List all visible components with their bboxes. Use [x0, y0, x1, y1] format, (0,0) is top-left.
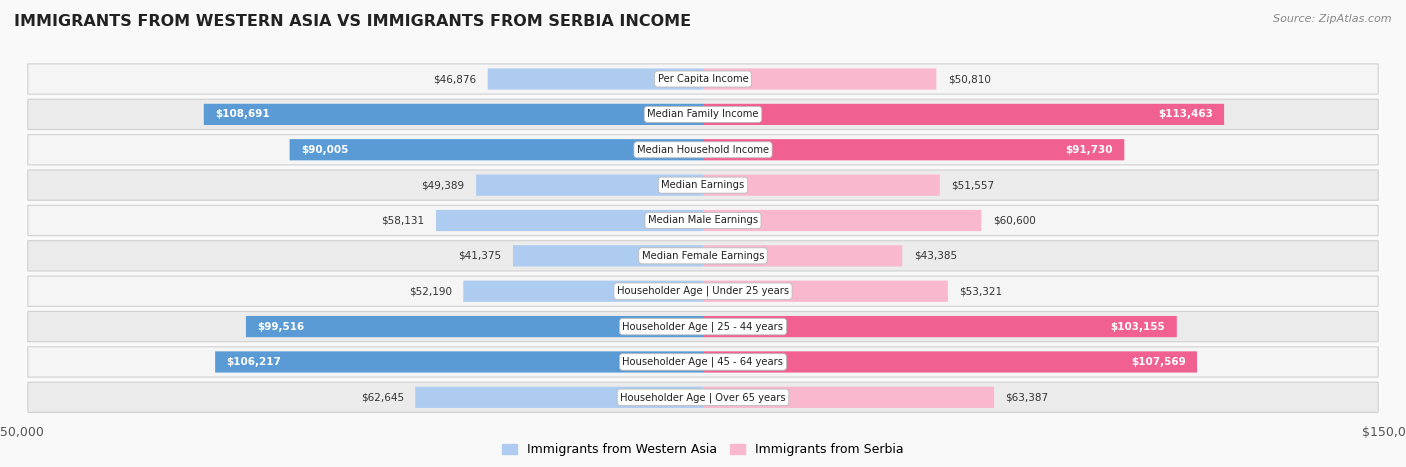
Text: Median Earnings: Median Earnings — [661, 180, 745, 190]
Text: $46,876: $46,876 — [433, 74, 477, 84]
FancyBboxPatch shape — [488, 69, 703, 90]
Text: $99,516: $99,516 — [257, 322, 305, 332]
FancyBboxPatch shape — [513, 245, 703, 267]
FancyBboxPatch shape — [703, 175, 939, 196]
Text: $107,569: $107,569 — [1130, 357, 1185, 367]
Text: $62,645: $62,645 — [361, 392, 404, 402]
Text: $90,005: $90,005 — [301, 145, 349, 155]
Text: $91,730: $91,730 — [1066, 145, 1112, 155]
Text: Householder Age | Over 65 years: Householder Age | Over 65 years — [620, 392, 786, 403]
FancyBboxPatch shape — [28, 311, 1378, 342]
FancyBboxPatch shape — [703, 245, 903, 267]
Text: $51,557: $51,557 — [952, 180, 994, 190]
Text: Householder Age | Under 25 years: Householder Age | Under 25 years — [617, 286, 789, 297]
Text: Median Family Income: Median Family Income — [647, 109, 759, 120]
FancyBboxPatch shape — [703, 69, 936, 90]
Text: $43,385: $43,385 — [914, 251, 957, 261]
Text: Per Capita Income: Per Capita Income — [658, 74, 748, 84]
Text: $113,463: $113,463 — [1157, 109, 1212, 120]
Text: Householder Age | 25 - 44 years: Householder Age | 25 - 44 years — [623, 321, 783, 332]
Text: $108,691: $108,691 — [215, 109, 270, 120]
FancyBboxPatch shape — [28, 170, 1378, 200]
Text: $50,810: $50,810 — [948, 74, 991, 84]
Text: Householder Age | 45 - 64 years: Householder Age | 45 - 64 years — [623, 357, 783, 367]
FancyBboxPatch shape — [464, 281, 703, 302]
FancyBboxPatch shape — [28, 382, 1378, 412]
FancyBboxPatch shape — [28, 347, 1378, 377]
FancyBboxPatch shape — [415, 387, 703, 408]
Text: $53,321: $53,321 — [959, 286, 1002, 296]
Text: $60,600: $60,600 — [993, 215, 1036, 226]
FancyBboxPatch shape — [290, 139, 703, 160]
FancyBboxPatch shape — [28, 134, 1378, 165]
Text: $58,131: $58,131 — [381, 215, 425, 226]
Text: Median Male Earnings: Median Male Earnings — [648, 215, 758, 226]
Text: $49,389: $49,389 — [422, 180, 464, 190]
FancyBboxPatch shape — [703, 281, 948, 302]
FancyBboxPatch shape — [703, 139, 1125, 160]
FancyBboxPatch shape — [703, 316, 1177, 337]
Text: $106,217: $106,217 — [226, 357, 281, 367]
Legend: Immigrants from Western Asia, Immigrants from Serbia: Immigrants from Western Asia, Immigrants… — [498, 439, 908, 461]
FancyBboxPatch shape — [246, 316, 703, 337]
Text: $63,387: $63,387 — [1005, 392, 1049, 402]
FancyBboxPatch shape — [28, 205, 1378, 236]
FancyBboxPatch shape — [477, 175, 703, 196]
Text: $41,375: $41,375 — [458, 251, 502, 261]
FancyBboxPatch shape — [703, 351, 1197, 373]
Text: Median Household Income: Median Household Income — [637, 145, 769, 155]
FancyBboxPatch shape — [703, 387, 994, 408]
FancyBboxPatch shape — [28, 276, 1378, 306]
FancyBboxPatch shape — [28, 241, 1378, 271]
Text: IMMIGRANTS FROM WESTERN ASIA VS IMMIGRANTS FROM SERBIA INCOME: IMMIGRANTS FROM WESTERN ASIA VS IMMIGRAN… — [14, 14, 692, 29]
FancyBboxPatch shape — [28, 64, 1378, 94]
FancyBboxPatch shape — [703, 104, 1225, 125]
FancyBboxPatch shape — [215, 351, 703, 373]
FancyBboxPatch shape — [436, 210, 703, 231]
FancyBboxPatch shape — [703, 210, 981, 231]
Text: $103,155: $103,155 — [1111, 322, 1166, 332]
Text: Source: ZipAtlas.com: Source: ZipAtlas.com — [1274, 14, 1392, 24]
Text: $52,190: $52,190 — [409, 286, 451, 296]
FancyBboxPatch shape — [28, 99, 1378, 129]
FancyBboxPatch shape — [204, 104, 703, 125]
Text: Median Female Earnings: Median Female Earnings — [641, 251, 765, 261]
